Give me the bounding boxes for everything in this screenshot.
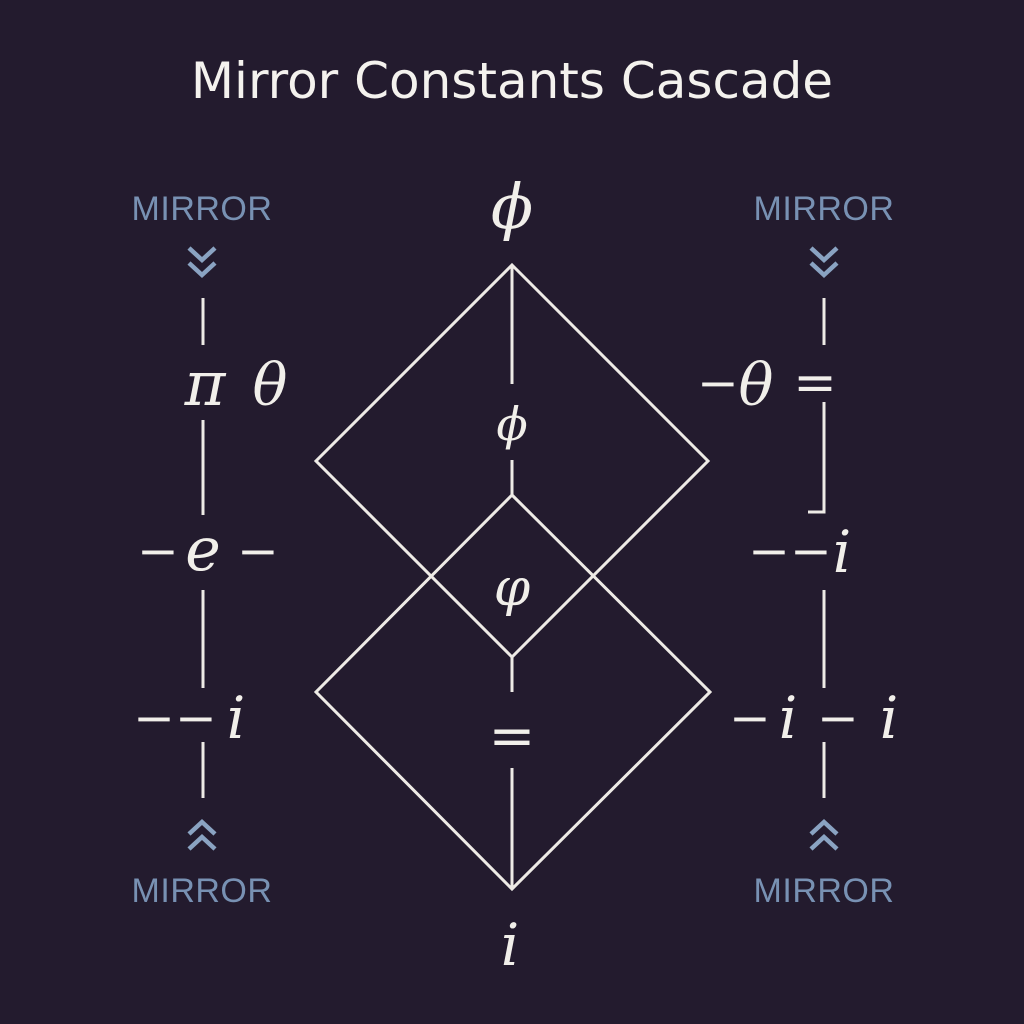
mirror-label-bottom-right: MIRROR: [754, 872, 895, 910]
center-top-symbol: ϕ: [491, 170, 533, 243]
right-row3-prefix: −: [729, 689, 771, 747]
left-row1-pi: π: [184, 347, 227, 420]
right-rail-bracket: [808, 402, 826, 514]
mirror-label-bottom-left: MIRROR: [132, 872, 273, 910]
chevron-double-down-icon: [187, 246, 217, 279]
central-structure: [313, 262, 713, 892]
right-row1-theta: θ: [739, 351, 774, 419]
right-row3-i-a: i: [779, 684, 798, 752]
center-middle-symbol: φ: [494, 558, 531, 618]
mirror-label-top-right: MIRROR: [754, 190, 895, 228]
center-lower-symbol: =: [489, 704, 536, 769]
center-upper-inner-symbol: ϕ: [496, 397, 527, 451]
chevron-double-up-icon: [187, 818, 217, 851]
chevron-double-up-icon: [809, 818, 839, 851]
right-column: MIRROR − θ = −− i − i − i MIRROR: [697, 190, 898, 910]
mirror-label-top-left: MIRROR: [132, 190, 273, 228]
diagram-title: Mirror Constants Cascade: [191, 52, 833, 110]
left-row3-prefix: −−: [133, 689, 217, 747]
right-row2-prefix: −−: [748, 522, 832, 580]
left-row1-theta: θ: [253, 351, 288, 419]
left-column: MIRROR π θ − e − −− i MIRROR: [132, 190, 288, 910]
left-row2-suffix: −: [237, 522, 279, 580]
right-row3-i-b: i: [880, 684, 899, 752]
left-row3-i: i: [227, 684, 246, 752]
right-row3-mid: −: [817, 689, 859, 747]
left-row2-prefix: −: [137, 522, 179, 580]
right-row2-i: i: [833, 518, 852, 586]
center-bottom-symbol: i: [501, 911, 520, 979]
chevron-double-down-icon: [809, 246, 839, 279]
left-row2-e: e: [185, 515, 221, 585]
right-row1-suffix: =: [793, 353, 837, 413]
right-row1-prefix: −: [697, 354, 739, 412]
